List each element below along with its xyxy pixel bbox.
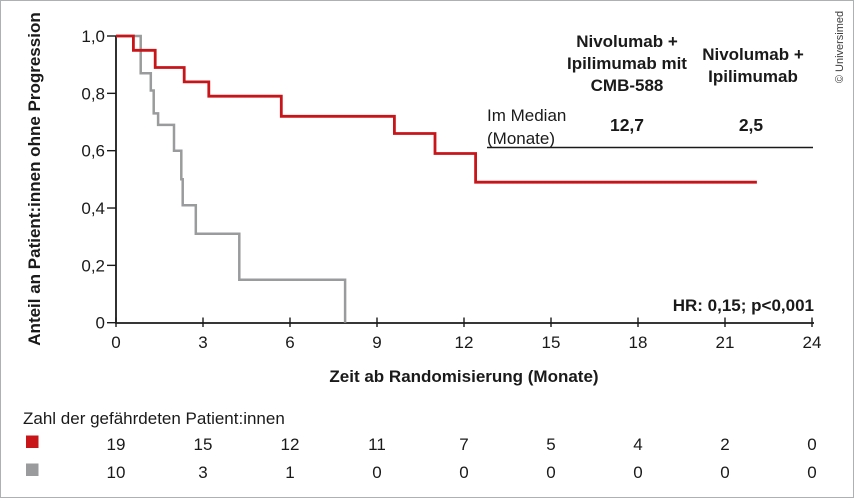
- x-tick-label: 12: [455, 333, 474, 352]
- median-header-line-1: Im Median: [487, 106, 566, 125]
- median-value-red: 12,7: [610, 115, 644, 135]
- survival-curves: [116, 34, 757, 323]
- legend-gray-line-1: Nivolumab +: [702, 45, 804, 64]
- risk-count: 0: [807, 435, 816, 454]
- risk-count: 0: [459, 463, 468, 482]
- y-tick-label: 1,0: [81, 27, 105, 46]
- risk-count: 12: [281, 435, 300, 454]
- risk-count: 4: [633, 435, 642, 454]
- risk-count: 11: [368, 435, 386, 454]
- legend-gray-line-2: Ipilimumab: [708, 67, 798, 86]
- risk-count: 7: [459, 435, 468, 454]
- risk-row-swatch: [26, 463, 39, 476]
- y-tick-label: 0,8: [81, 84, 105, 103]
- risk-count: 0: [372, 463, 381, 482]
- median-block: Im Median (Monate) 12,7 2,5: [487, 106, 813, 149]
- km-curve-gray: [116, 34, 347, 323]
- copyright-label: © Universimed: [834, 11, 846, 83]
- risk-count: 0: [546, 463, 555, 482]
- x-tick-label: 15: [542, 333, 561, 352]
- x-tick-label: 9: [372, 333, 381, 352]
- legend-red-line-3: CMB-588: [591, 76, 664, 95]
- y-tick-label: 0,6: [81, 142, 105, 161]
- x-tick-label: 3: [198, 333, 207, 352]
- risk-count: 3: [198, 463, 207, 482]
- x-tick-label: 18: [629, 333, 648, 352]
- risk-count: 0: [807, 463, 816, 482]
- hazard-ratio-annotation: HR: 0,15; p<0,001: [673, 296, 814, 315]
- risk-count: 0: [720, 463, 729, 482]
- y-axis-ticks: 0 0,2 0,4 0,6 0,8 1,0: [81, 27, 116, 333]
- y-tick-label: 0,2: [81, 256, 105, 275]
- y-axis-title: Anteil an Patient:innen ohne Progression: [25, 12, 44, 345]
- risk-table-title: Zahl der gefährdeten Patient:innen: [23, 409, 285, 428]
- risk-count: 5: [546, 435, 555, 454]
- km-curve-red: [116, 34, 757, 184]
- risk-count: 10: [107, 463, 126, 482]
- risk-row-swatch: [26, 435, 39, 448]
- risk-count: 2: [720, 435, 729, 454]
- y-tick-label: 0: [96, 314, 105, 333]
- median-header-line-2: (Monate): [487, 129, 555, 148]
- x-axis-ticks: 0 3 6 9 12 15 18 21 24: [111, 317, 822, 352]
- median-value-gray: 2,5: [739, 115, 764, 135]
- y-tick-label: 0,4: [81, 199, 105, 218]
- legend-series-red: Nivolumab + Ipilimumab mit CMB-588: [567, 32, 687, 95]
- x-tick-label: 0: [111, 333, 120, 352]
- risk-count: 0: [633, 463, 642, 482]
- risk-count: 19: [107, 435, 126, 454]
- x-axis-title: Zeit ab Randomisierung (Monate): [329, 367, 598, 386]
- legend-series-gray: Nivolumab + Ipilimumab: [702, 45, 804, 86]
- x-tick-label: 6: [285, 333, 294, 352]
- x-tick-label: 24: [803, 333, 822, 352]
- risk-count: 15: [194, 435, 213, 454]
- risk-count: 1: [285, 463, 294, 482]
- x-tick-label: 21: [716, 333, 735, 352]
- legend-red-line-1: Nivolumab +: [576, 32, 678, 51]
- legend-red-line-2: Ipilimumab mit: [567, 54, 687, 73]
- risk-table-rows: 19 15 12 11 7 5 4 2 010 3 1 0 0 0 0 0 0: [26, 435, 817, 482]
